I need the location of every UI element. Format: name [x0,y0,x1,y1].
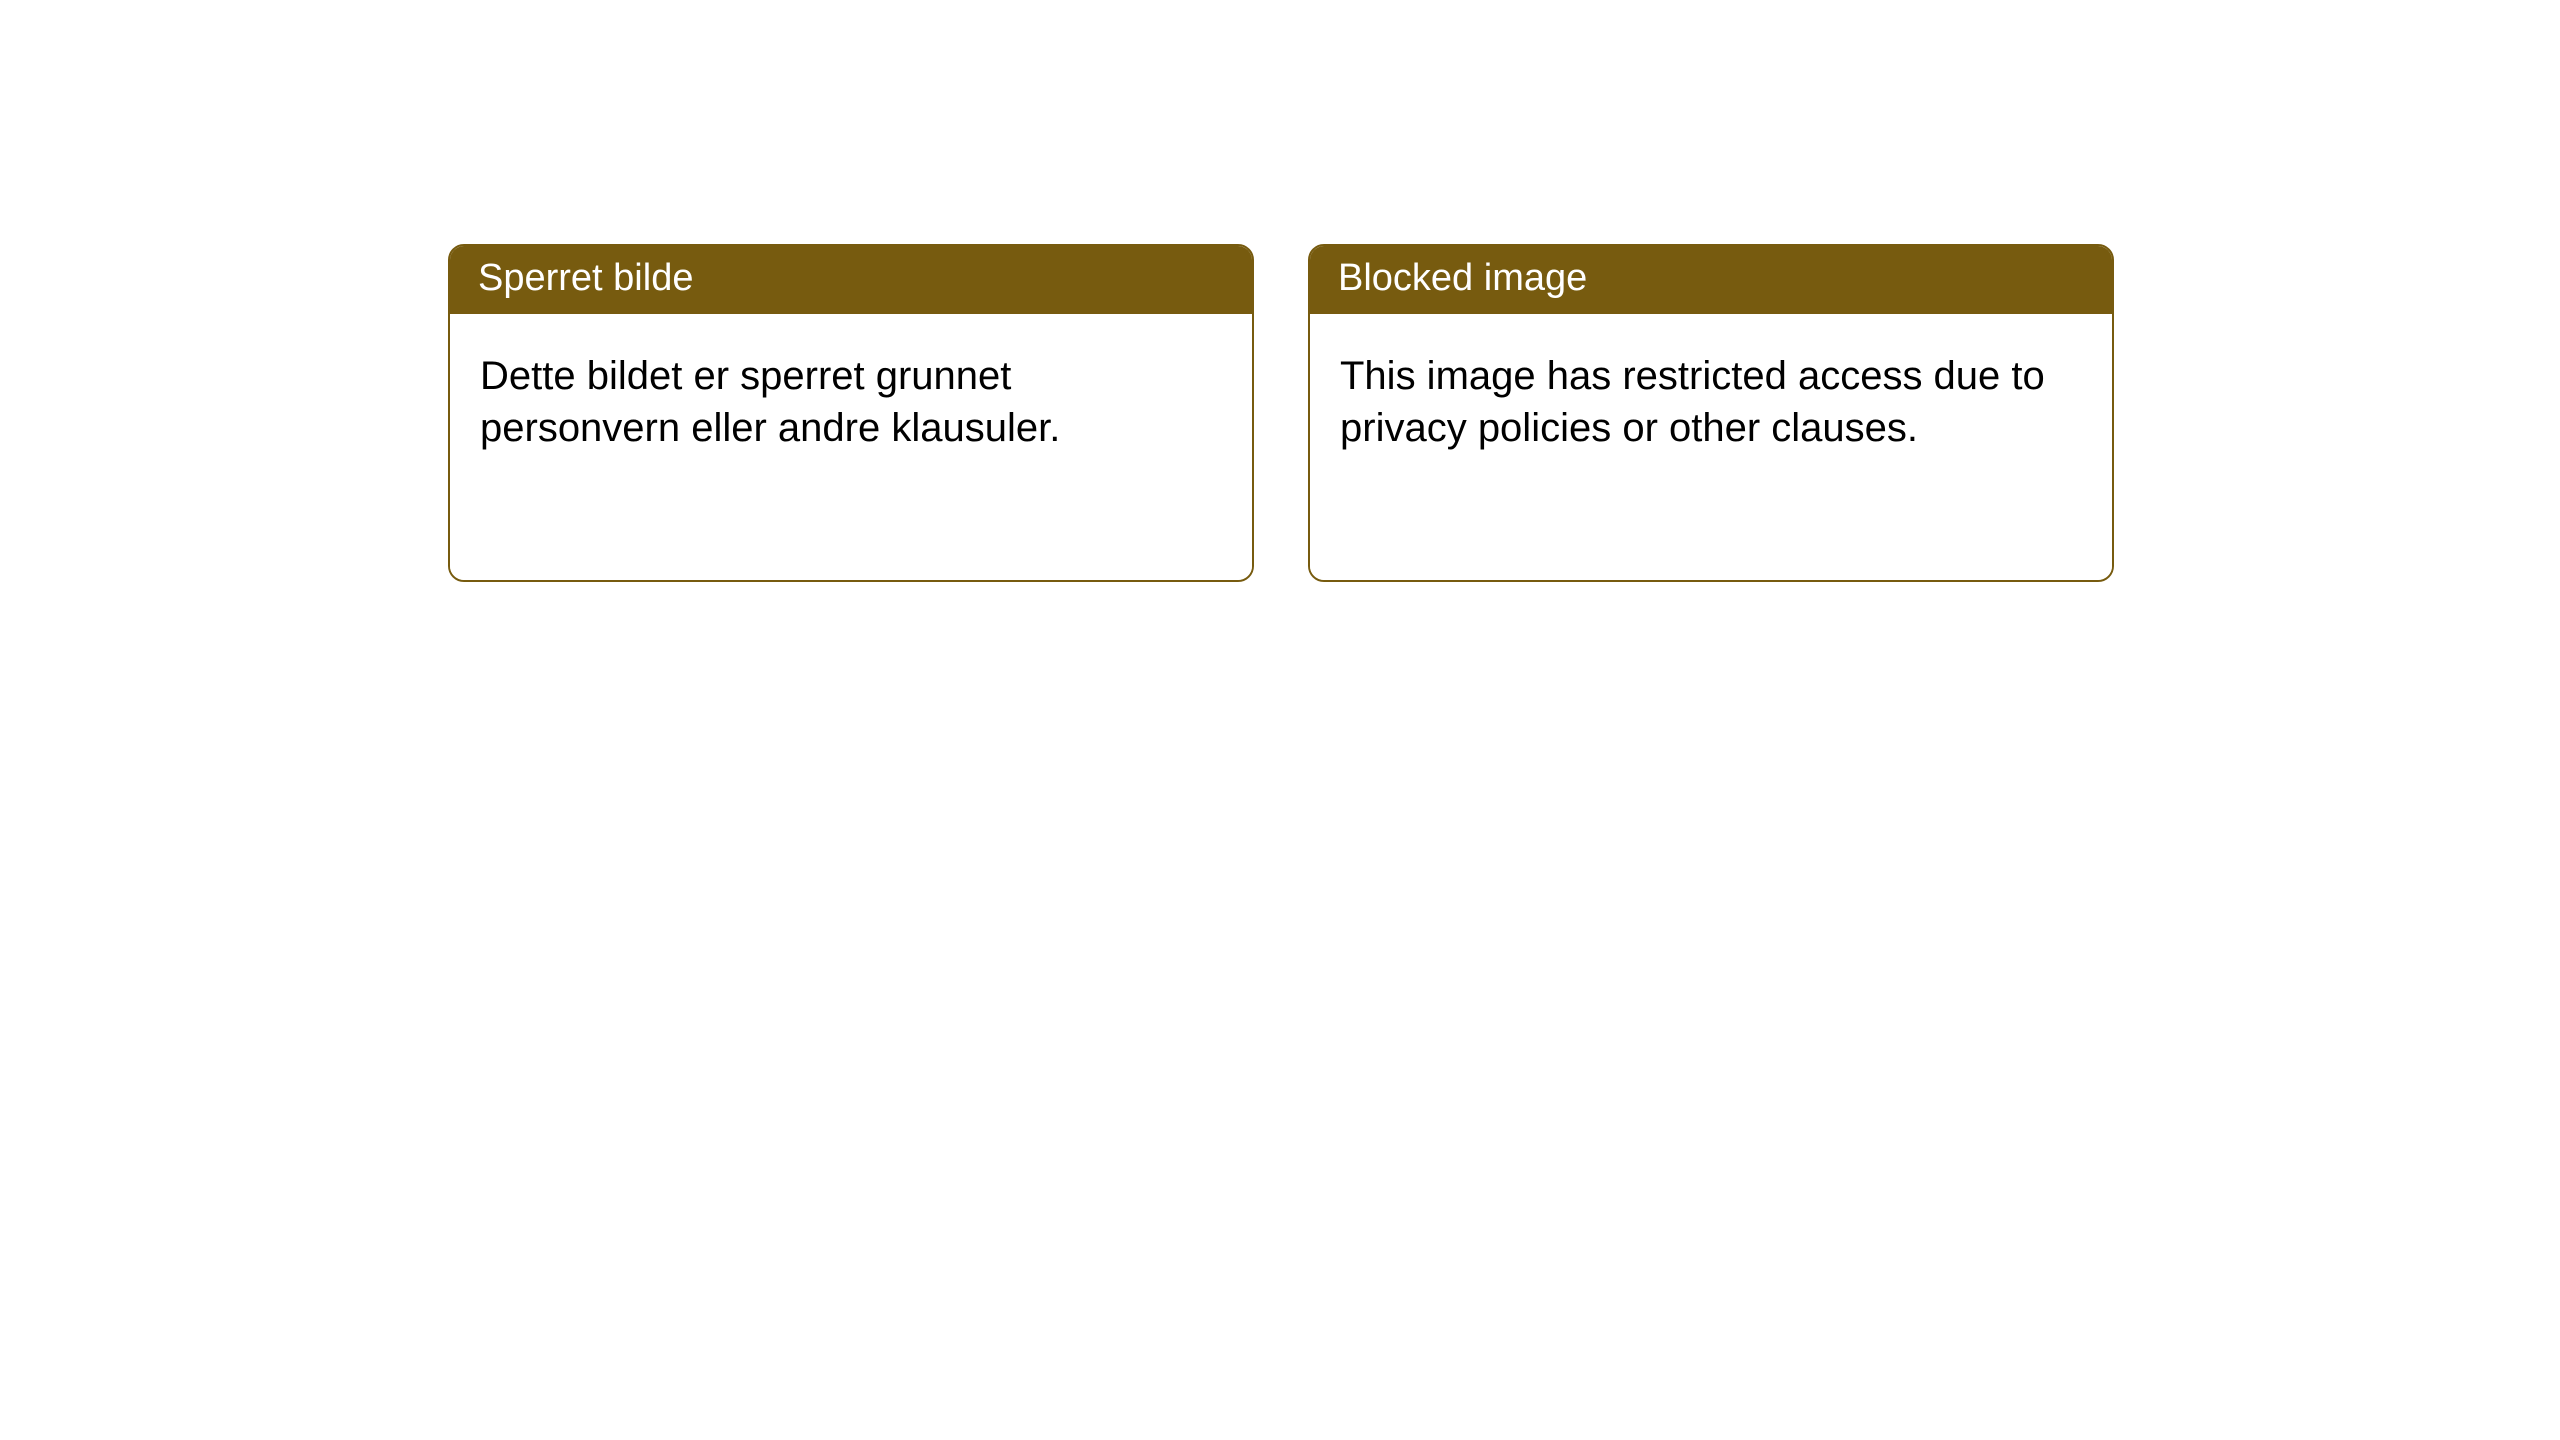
notice-box-english: Blocked image This image has restricted … [1308,244,2114,582]
notice-title-english: Blocked image [1338,257,1587,299]
notice-text-norwegian: Dette bildet er sperret grunnet personve… [480,354,1060,450]
notice-body-norwegian: Dette bildet er sperret grunnet personve… [450,314,1252,580]
notice-body-english: This image has restricted access due to … [1310,314,2112,580]
notice-title-norwegian: Sperret bilde [478,257,693,299]
notice-text-english: This image has restricted access due to … [1340,354,2045,450]
notice-container: Sperret bilde Dette bildet er sperret gr… [448,244,2114,582]
notice-box-norwegian: Sperret bilde Dette bildet er sperret gr… [448,244,1254,582]
notice-header-norwegian: Sperret bilde [450,246,1252,314]
notice-header-english: Blocked image [1310,246,2112,314]
